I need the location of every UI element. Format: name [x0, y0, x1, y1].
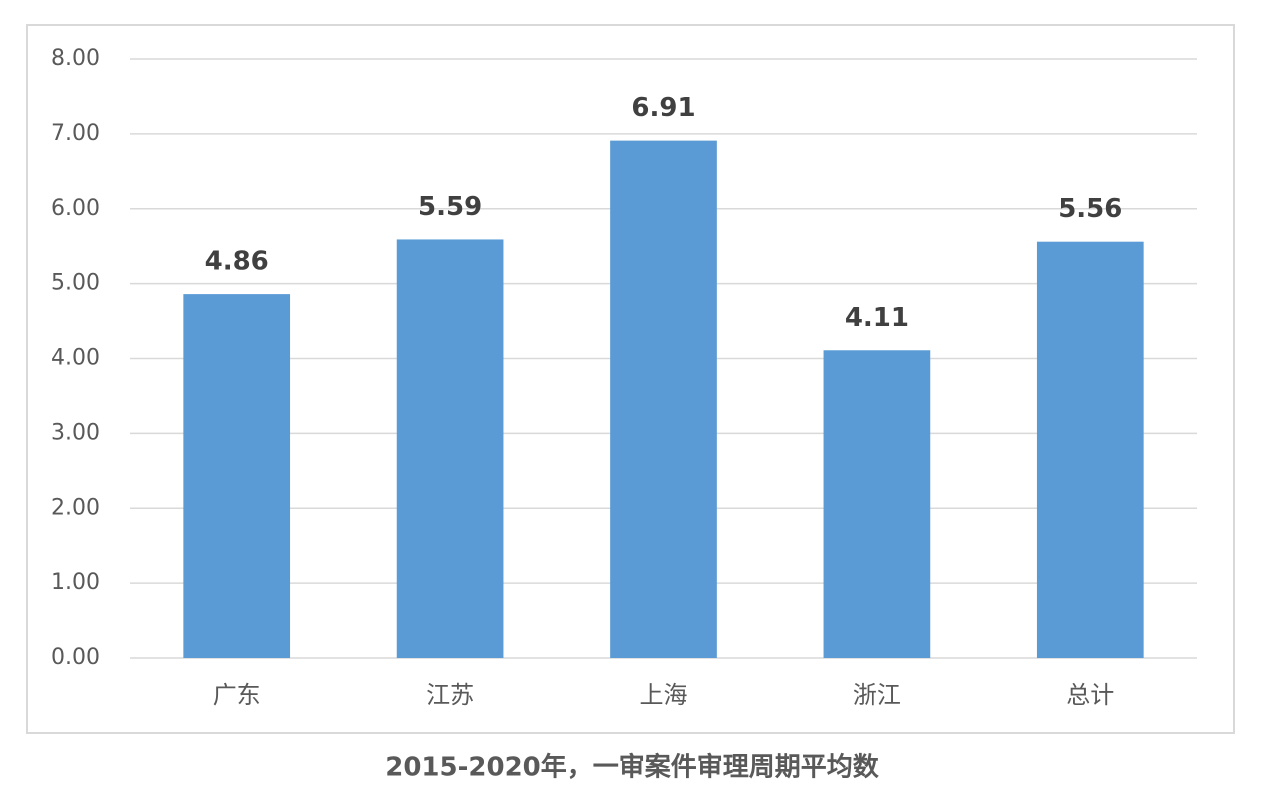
- value-label: 4.86: [205, 247, 269, 277]
- value-label: 6.91: [631, 93, 695, 123]
- value-label: 4.11: [845, 303, 909, 333]
- bar: [183, 294, 291, 658]
- y-tick-label: 0.00: [51, 645, 100, 670]
- value-label: 5.59: [418, 192, 482, 222]
- y-tick-label: 2.00: [51, 495, 100, 520]
- bar: [396, 239, 504, 659]
- x-tick-label: 上海: [640, 681, 688, 709]
- y-tick-label: 6.00: [51, 196, 100, 221]
- chart-title: 2015-2020年，一审案件审理周期平均数: [385, 752, 880, 783]
- x-tick-label: 浙江: [853, 681, 901, 709]
- y-tick-label: 1.00: [51, 570, 100, 595]
- x-tick-label: 总计: [1066, 681, 1114, 709]
- y-tick-label: 4.00: [51, 346, 100, 371]
- bar: [610, 140, 717, 658]
- y-tick-label: 8.00: [51, 46, 100, 71]
- value-label: 5.56: [1058, 194, 1122, 224]
- y-tick-label: 5.00: [51, 271, 100, 296]
- y-tick-label: 3.00: [51, 420, 100, 445]
- bar: [823, 350, 931, 658]
- x-tick-label: 广东: [213, 681, 261, 709]
- x-tick-label: 江苏: [426, 681, 474, 709]
- y-tick-label: 7.00: [51, 121, 100, 146]
- bar: [1036, 241, 1144, 658]
